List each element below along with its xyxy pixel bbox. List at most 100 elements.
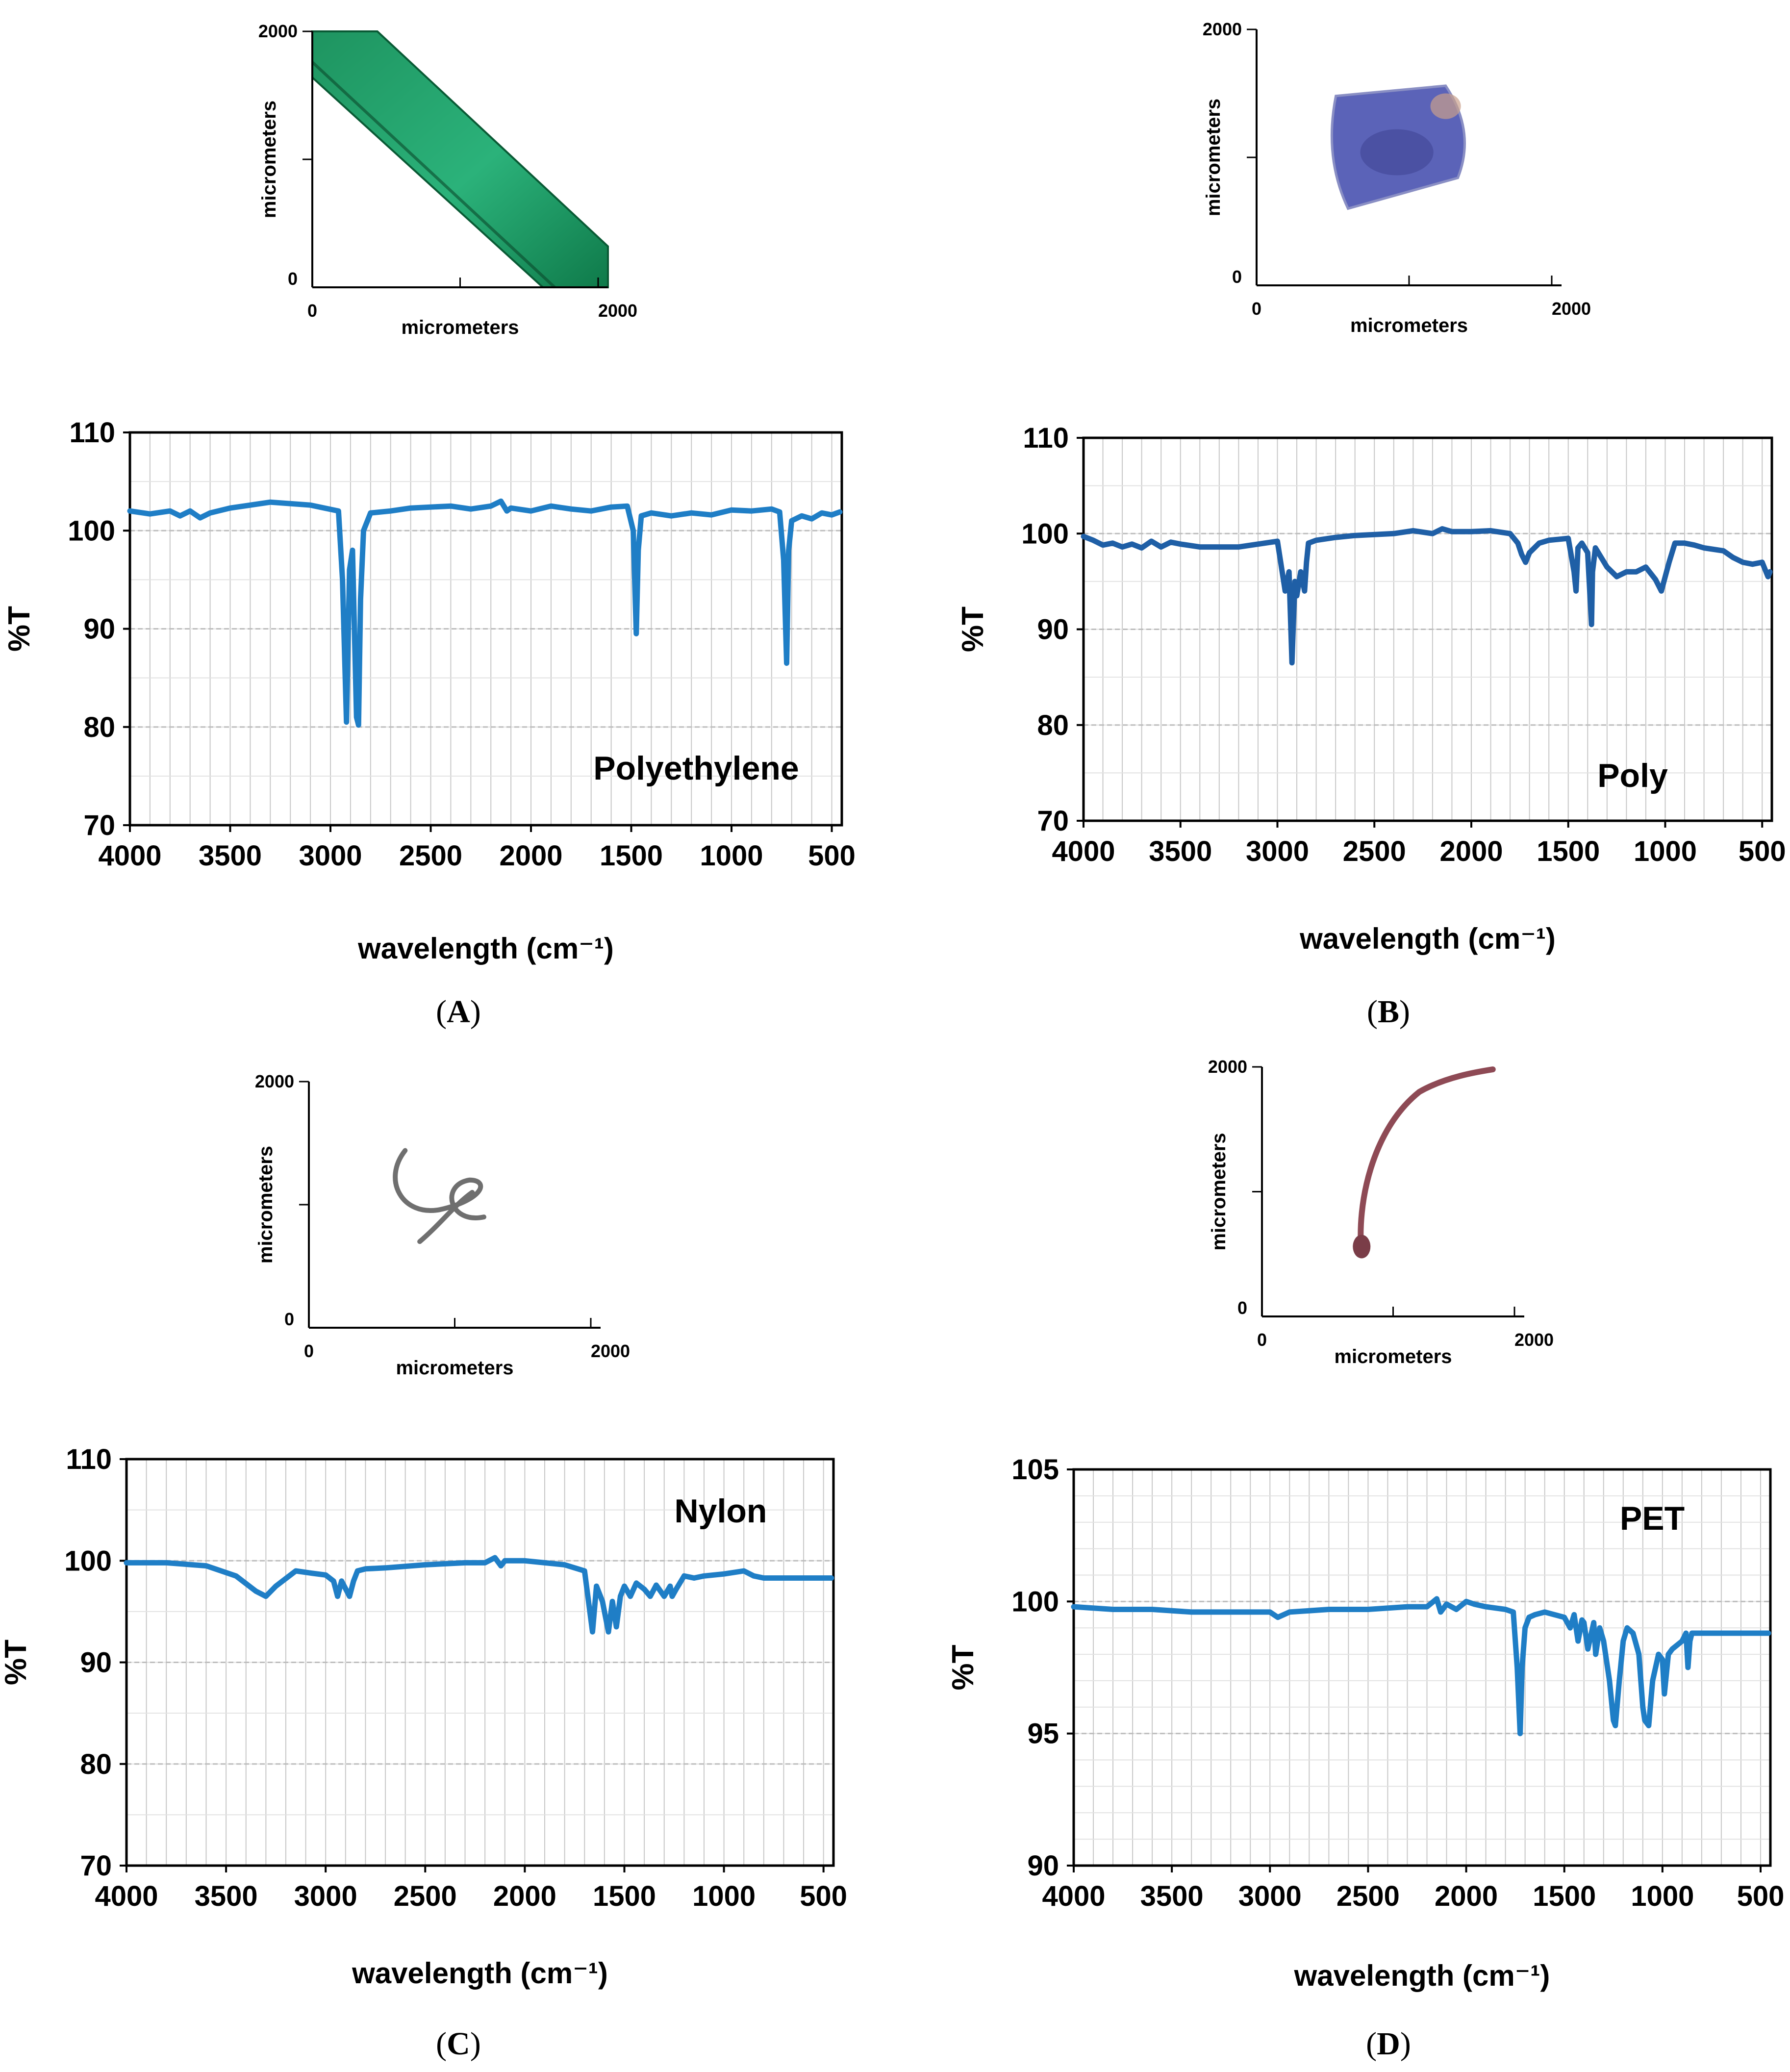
panel-label-close-paren: ): [1399, 994, 1410, 1030]
panel-label-open-paren: (: [436, 2026, 447, 2062]
x-tick-label: 1000: [700, 840, 763, 872]
x-tick-label: 1000: [692, 1880, 756, 1912]
panel-label-B: (B): [1367, 994, 1410, 1030]
micrograph-y-tick-label: 0: [1232, 267, 1242, 287]
y-tick-label: 100: [68, 515, 115, 547]
x-axis-title: wavelength (cm⁻¹): [352, 1957, 608, 1990]
x-tick-label: 1000: [1631, 1880, 1694, 1912]
x-tick-label: 1500: [1537, 835, 1600, 867]
x-tick-label: 4000: [1042, 1880, 1105, 1912]
x-tick-label: 3000: [1238, 1880, 1302, 1912]
x-tick-label: 2500: [1336, 1880, 1400, 1912]
micrograph-C: 2000 00 2000 micrometers micrometers: [255, 1071, 630, 1379]
x-tick-label: 2000: [493, 1880, 556, 1912]
x-tick-label: 500: [1737, 1880, 1785, 1912]
micrograph-y-tick-label: 2000: [255, 1071, 294, 1091]
spectrum-chart-D: 90 95 100 105 4000 3500 3000 2500 2000 1500 1000 50…: [946, 1454, 1784, 1992]
fragment-spot: [1430, 93, 1461, 119]
y-tick-label: 110: [66, 1443, 112, 1475]
y-tick-label: 95: [1027, 1718, 1059, 1750]
x-tick-label: 3000: [299, 840, 362, 872]
x-tick-label: 500: [808, 840, 856, 872]
micrograph-y-label: micrometers: [1203, 99, 1224, 216]
x-tick-label: 3000: [1246, 835, 1309, 867]
x-tick-label: 2000: [500, 840, 563, 872]
micrograph-x-label: micrometers: [401, 317, 519, 338]
panel-label-C: (C): [436, 2026, 481, 2062]
y-tick-label: 100: [1021, 518, 1069, 550]
panel-label-close-paren: ): [470, 994, 481, 1030]
x-tick-label: 4000: [1052, 835, 1115, 867]
spectrum-line-A: [127, 498, 843, 728]
x-tick-label: 3000: [294, 1880, 357, 1912]
spectrum-title: PET: [1620, 1500, 1685, 1537]
y-tick-label: 110: [69, 417, 115, 449]
micrograph-y-tick-label: 2000: [1208, 1057, 1247, 1077]
x-tick-label: 2500: [399, 840, 462, 872]
micrograph-y-label: micrometers: [1208, 1133, 1230, 1250]
x-tick-label: 3500: [199, 840, 262, 872]
micrograph-y-label: micrometers: [255, 1146, 277, 1263]
fragment-shadow: [1360, 129, 1434, 176]
panel-label-close-paren: ): [470, 2026, 481, 2062]
panel-label-close-paren: ): [1400, 2026, 1411, 2062]
strip-crease-line: [311, 61, 556, 289]
micrograph-x-tick-label: 0: [1257, 1330, 1267, 1350]
y-axis-title: %T: [2, 606, 36, 652]
micrograph-x-tick-label: 0: [304, 1341, 314, 1361]
micrograph-B: 2000 00 2000 micrometers micrometers: [1203, 19, 1591, 336]
micrograph-x-tick-label: 2000: [598, 301, 637, 321]
micrograph-x-tick-label: 2000: [591, 1341, 630, 1361]
micrograph-x-tick-label: 0: [307, 301, 317, 321]
y-tick-label: 80: [80, 1748, 112, 1780]
x-axis-title: wavelength (cm⁻¹): [357, 932, 614, 965]
y-tick-label: 70: [1037, 805, 1069, 837]
spectrum-chart-A: 70 80 90 100 110 4000 3500 3000 2500 2000 1500 1000…: [2, 417, 856, 965]
micrograph-y-tick-label: 0: [284, 1309, 294, 1329]
micrograph-A: 2000 00 2000 micrometers micrometers: [258, 21, 637, 338]
micrograph-x-label: micrometers: [1350, 315, 1468, 336]
y-axis-title: %T: [946, 1644, 980, 1690]
spectrum-chart-B: 70 80 90 100 110 4000 3500 3000 2500 2000 1500 1000…: [956, 422, 1786, 955]
x-tick-label: 1500: [600, 840, 663, 872]
plot-frame: [1072, 1468, 1772, 1867]
reddish-fiber-sample: [1358, 1066, 1496, 1257]
y-tick-label: 80: [83, 711, 115, 743]
y-axis-title: %T: [956, 606, 990, 652]
green-film-strip-sample: [311, 30, 609, 288]
y-tick-label: 90: [83, 613, 115, 645]
micrograph-y-tick-label: 0: [288, 269, 298, 289]
y-axis-title: %T: [0, 1640, 33, 1685]
y-tick-label: 80: [1037, 709, 1069, 741]
micrograph-y-tick-label: 2000: [1203, 19, 1242, 39]
gray-fiber-sample: [393, 1148, 486, 1244]
panel-label-open-paren: (: [1366, 2026, 1377, 2062]
micrograph-x-label: micrometers: [1334, 1346, 1452, 1367]
x-axis-title: wavelength (cm⁻¹): [1294, 1959, 1550, 1992]
panel-label-letter: B: [1378, 994, 1399, 1030]
y-tick-label: 110: [1023, 422, 1069, 454]
panel-label-A: (A): [436, 994, 481, 1030]
x-tick-label: 3500: [195, 1880, 258, 1912]
panel-label-open-paren: (: [436, 994, 447, 1030]
micrograph-x-label: micrometers: [396, 1357, 513, 1379]
micrograph-y-tick-label: 0: [1237, 1298, 1247, 1318]
spectrum-title: Poly: [1597, 757, 1668, 794]
y-tick-label: 70: [83, 809, 115, 841]
micrograph-x-tick-label: 2000: [1552, 299, 1591, 319]
x-tick-label: 3500: [1149, 835, 1212, 867]
panel-label-D: (D): [1366, 2026, 1411, 2062]
x-tick-label: 3500: [1140, 1880, 1204, 1912]
y-tick-label: 90: [1037, 614, 1069, 646]
x-tick-label: 500: [800, 1880, 847, 1912]
micrograph-x-tick-label: 0: [1252, 299, 1261, 319]
spectrum-chart-C: 70 80 90 100 110 4000 3500 3000 2500 2000 1500 1000…: [0, 1443, 847, 1990]
spectrum-title: Nylon: [675, 1492, 767, 1530]
micrograph-y-label: micrometers: [258, 101, 280, 218]
spectrum-line-C: [124, 1555, 834, 1635]
spectrum-line-B: [1081, 526, 1773, 666]
y-tick-label: 90: [1027, 1850, 1059, 1882]
y-tick-label: 105: [1011, 1454, 1059, 1486]
x-tick-label: 1000: [1634, 835, 1697, 867]
